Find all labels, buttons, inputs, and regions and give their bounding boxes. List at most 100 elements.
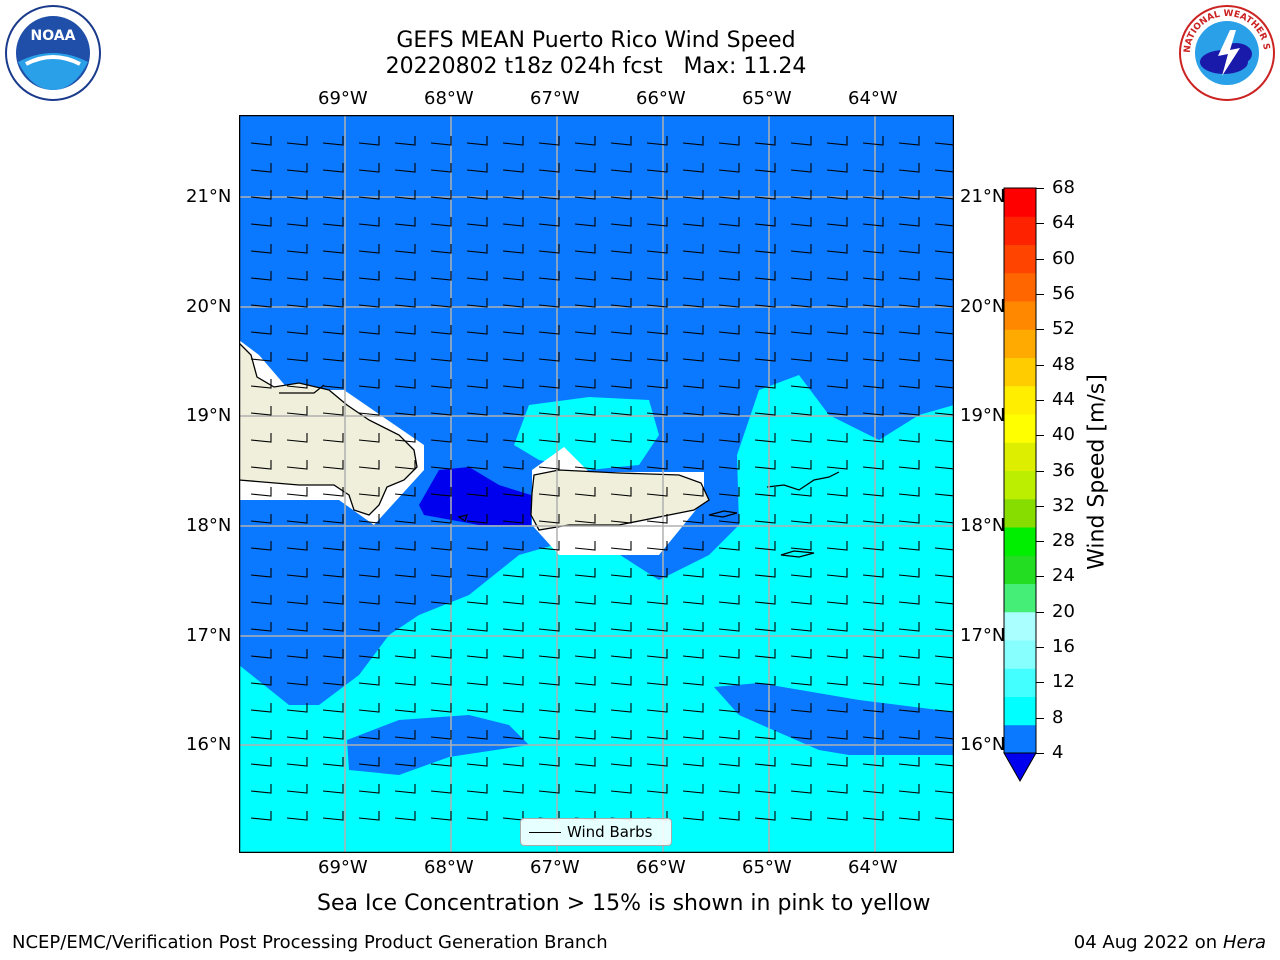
wind-barb (898, 136, 920, 146)
wind-barb (826, 784, 848, 794)
wind-barb (502, 406, 524, 416)
wind-barb (898, 487, 920, 497)
wind-barb (538, 190, 560, 200)
wind-barb (466, 163, 488, 173)
sea-ice-caption: Sea Ice Concentration > 15% is shown in … (317, 891, 931, 916)
lat-label-right-1: 20°N (960, 296, 1006, 317)
wind-barb (430, 784, 452, 794)
wind-barb (394, 217, 416, 227)
lat-label-left-3: 18°N (186, 515, 232, 536)
wind-barb (322, 784, 344, 794)
wind-barb (574, 541, 596, 551)
wind-barb (862, 487, 884, 497)
lon-label-bottom-5: 64°W (848, 857, 898, 878)
wind-barb (538, 514, 560, 524)
wind-barb (646, 379, 668, 389)
colorbar-segment (1004, 272, 1036, 302)
colorbar-tick-mark (1036, 647, 1044, 649)
wind-barb (286, 352, 308, 362)
wind-barb (754, 136, 776, 146)
wind-barb (502, 298, 524, 308)
wind-barb (574, 406, 596, 416)
wind-barb (682, 163, 704, 173)
wind-barb (898, 622, 920, 632)
wind-barb (862, 136, 884, 146)
colorbar-tick-label: 64 (1052, 212, 1075, 234)
wind-barb (934, 520, 954, 524)
wind-barb (934, 250, 954, 254)
wind-barb (394, 730, 416, 740)
wind-barb (430, 271, 452, 281)
wind-barb (286, 298, 308, 308)
wind-barb (718, 487, 740, 497)
wind-barb (358, 244, 380, 254)
wind-barb (430, 730, 452, 740)
wind-barb (718, 649, 740, 659)
wind-barb (754, 784, 776, 794)
wind-barb (646, 622, 668, 632)
wind-barb (682, 325, 704, 335)
wind-barb (898, 433, 920, 443)
wind-barb (718, 352, 740, 362)
wind-barb (934, 736, 954, 740)
wind-barb (394, 460, 416, 470)
colorbar-extension-low (1003, 752, 1037, 783)
wind-barb (610, 730, 632, 740)
wind-barb (574, 190, 596, 200)
lon-label-top-1: 68°W (424, 88, 474, 109)
wind-barb (430, 325, 452, 335)
wind-barb (358, 433, 380, 443)
wind-barb (286, 541, 308, 551)
colorbar-segment (1004, 527, 1036, 556)
wind-barb (538, 784, 560, 794)
wind-barb (862, 784, 884, 794)
wind-barb (430, 811, 452, 821)
wind-speed-map (239, 115, 954, 853)
colorbar-segment (1004, 216, 1036, 245)
wind-barb (430, 568, 452, 578)
wind-barb (682, 433, 704, 443)
wind-barb (322, 703, 344, 713)
wind-barb (754, 406, 776, 416)
wind-barb (682, 514, 704, 524)
wind-barb (358, 217, 380, 227)
wind-barb (538, 595, 560, 605)
wind-barb (430, 163, 452, 173)
wind-barb (394, 271, 416, 281)
wind-barb (502, 163, 524, 173)
wind-barb (754, 379, 776, 389)
wind-barb (430, 622, 452, 632)
wind-barb (322, 622, 344, 632)
lon-label-bottom-0: 69°W (318, 857, 368, 878)
wind-barb (898, 514, 920, 524)
colorbar-segment (1004, 414, 1036, 443)
wind-barb (682, 811, 704, 821)
wind-barb (610, 406, 632, 416)
wind-barb (574, 352, 596, 362)
wind-barb (610, 703, 632, 713)
wind-barb (898, 406, 920, 416)
lon-label-top-3: 66°W (636, 88, 686, 109)
lon-label-top-2: 67°W (530, 88, 580, 109)
wind-barb (682, 379, 704, 389)
footer-date: 04 Aug 2022 on (1073, 932, 1218, 953)
wind-barb (826, 622, 848, 632)
colorbar-segment (1004, 668, 1036, 697)
wind-barb (790, 649, 812, 659)
wind-barb (718, 730, 740, 740)
wind-barb (466, 730, 488, 740)
wind-barb (394, 649, 416, 659)
wind-barb (538, 649, 560, 659)
wind-barb (574, 649, 596, 659)
wind-barb (466, 433, 488, 443)
wind-barb (322, 757, 344, 767)
wind-barb (502, 649, 524, 659)
wind-barb (574, 163, 596, 173)
wind-barb (718, 190, 740, 200)
wind-barb (682, 622, 704, 632)
wind-barb (394, 487, 416, 497)
wind-barb (934, 439, 954, 443)
wind-barb (286, 487, 308, 497)
wind-barb (898, 568, 920, 578)
wind-barb (574, 460, 596, 470)
